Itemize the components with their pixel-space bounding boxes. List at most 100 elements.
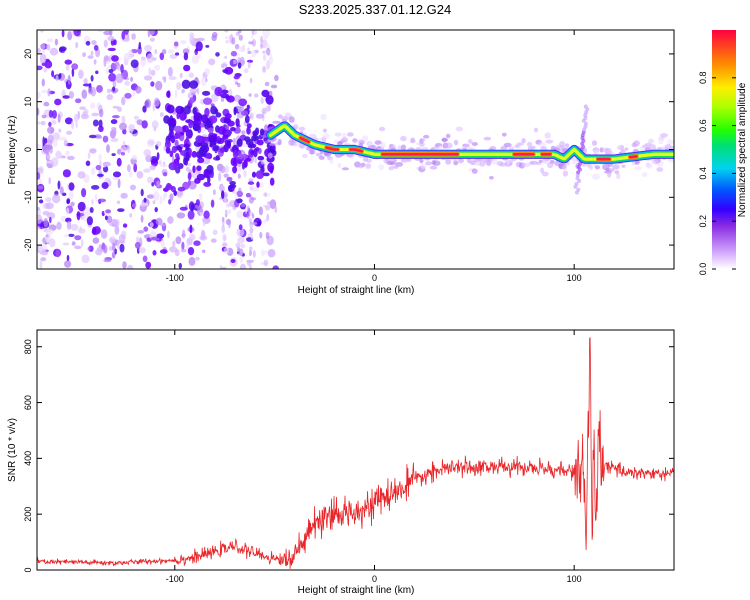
spectrogram-blob xyxy=(233,157,238,167)
spectrogram-blob xyxy=(225,203,231,208)
spectrogram-blob xyxy=(583,104,588,109)
spectrogram-blob xyxy=(42,210,50,216)
spectrogram-blob xyxy=(98,244,102,248)
spectrogram-blob xyxy=(249,185,254,191)
spectrogram-blob xyxy=(119,146,128,153)
spectrogram-blob xyxy=(240,110,249,116)
spectrogram-blob xyxy=(233,77,238,85)
spectrogram-blob xyxy=(212,31,218,39)
spectrogram-blob xyxy=(432,160,441,166)
spectrogram-blob xyxy=(308,133,317,139)
colorbar-tick-label: 0.6 xyxy=(698,119,708,132)
spectrogram-blob xyxy=(77,201,86,212)
spectrogram-blob xyxy=(254,93,259,98)
spectrogram-blob xyxy=(320,113,327,121)
spectrogram-blob xyxy=(230,50,237,57)
spectrogram-blob xyxy=(189,224,193,234)
spectrogram-blob xyxy=(210,105,218,115)
spectrogram-blob xyxy=(202,90,211,96)
colorbar-ticks: 0.0 0.2 0.4 0.6 0.8 xyxy=(698,72,736,276)
spectrogram-blob xyxy=(574,181,579,186)
spectrogram-blob xyxy=(277,138,282,146)
spectrogram-blob xyxy=(66,254,70,262)
spectrogram-blob xyxy=(118,240,126,244)
spectrogram-blob xyxy=(71,63,79,70)
spectrogram-blob xyxy=(200,114,208,123)
spectrogram-blob xyxy=(117,208,125,213)
spectrogram-blob xyxy=(342,132,347,139)
spectrogram-blob xyxy=(153,97,160,107)
spectrogram-blob xyxy=(95,249,103,256)
spectrogram-blob xyxy=(167,66,173,77)
spectrogram-blob xyxy=(74,245,82,250)
spectrogram-blob xyxy=(68,233,75,237)
spectrogram-blob xyxy=(47,134,54,144)
spectrogram-blob xyxy=(73,30,81,37)
spectrogram-blob xyxy=(226,176,233,182)
spectrogram-blob xyxy=(489,175,494,180)
spectrogram-blob xyxy=(612,164,620,170)
spectrogram-blob xyxy=(185,166,190,172)
spectrogram-blob xyxy=(176,82,182,90)
spectrogram-blob xyxy=(49,238,56,248)
spectrogram-blob xyxy=(445,133,451,139)
spectrogram-blob xyxy=(254,127,260,136)
spectrogram-blob xyxy=(267,162,275,173)
spectrogram-blob xyxy=(258,182,264,188)
spectrogram-blob xyxy=(37,121,41,125)
spectrogram-blob xyxy=(238,248,244,256)
spectrogram-blob xyxy=(71,241,76,246)
spectrogram-blob xyxy=(651,158,659,165)
spectrogram-blob xyxy=(117,178,121,189)
spectrogram-blob xyxy=(262,30,266,38)
spectrogram-blob xyxy=(133,163,138,173)
spectrogram-blob xyxy=(55,150,62,159)
spectrogram-blob xyxy=(161,49,167,55)
spectrogram-blob xyxy=(37,226,41,230)
spectrogram-ridge-peak xyxy=(349,148,363,153)
spectrogram-blob xyxy=(169,150,174,158)
spectrogram-blob xyxy=(259,128,265,136)
spectrogram-blob xyxy=(233,106,237,116)
snr-panel: -100 0 100 0 200 400 600 800 Height of straight… xyxy=(7,329,675,596)
spectrogram-blob xyxy=(219,147,225,153)
spectrogram-blob xyxy=(233,137,236,146)
spectrogram-blob xyxy=(201,249,206,253)
spectrogram-blob xyxy=(174,45,178,49)
spectrogram-blob xyxy=(149,165,156,171)
spectrogram-x-tick-label: 100 xyxy=(567,273,582,283)
spectrogram-blob xyxy=(183,52,189,61)
spectrogram-blob xyxy=(120,192,128,199)
spectrogram-blob xyxy=(83,78,88,85)
spectrogram-blob xyxy=(64,234,69,238)
spectrogram-blob xyxy=(64,260,72,268)
spectrogram-blob xyxy=(191,150,197,158)
spectrogram-blob xyxy=(188,72,194,78)
spectrogram-blob xyxy=(646,163,653,169)
spectrogram-blob xyxy=(120,151,125,156)
spectrogram-blob xyxy=(420,163,427,169)
spectrogram-blob xyxy=(40,43,46,50)
spectrogram-blob xyxy=(208,58,216,66)
snr-y-axis-label: SNR (10 * v/v) xyxy=(7,418,18,482)
spectrogram-blob xyxy=(80,238,84,248)
colorbar-tick-label: 0.0 xyxy=(698,263,708,276)
spectrogram-blob xyxy=(181,88,185,94)
spectrogram-blob xyxy=(219,165,226,174)
spectrogram-blob xyxy=(90,75,94,82)
spectrogram-blob xyxy=(221,266,227,269)
spectrogram-blob xyxy=(150,81,155,87)
spectrogram-blob xyxy=(92,237,100,244)
spectrogram-blob xyxy=(51,157,59,167)
spectrogram-blob xyxy=(340,139,347,143)
spectrogram-blob xyxy=(112,171,122,178)
spectrogram-blob xyxy=(564,143,570,148)
spectrogram-blob xyxy=(215,52,220,57)
spectrogram-blob xyxy=(246,104,250,110)
spectrogram-blob xyxy=(174,89,178,98)
spectrogram-blob xyxy=(575,176,580,181)
spectrogram-blob xyxy=(223,247,229,255)
spectrogram-blob xyxy=(155,141,162,147)
spectrogram-blob xyxy=(503,142,512,148)
